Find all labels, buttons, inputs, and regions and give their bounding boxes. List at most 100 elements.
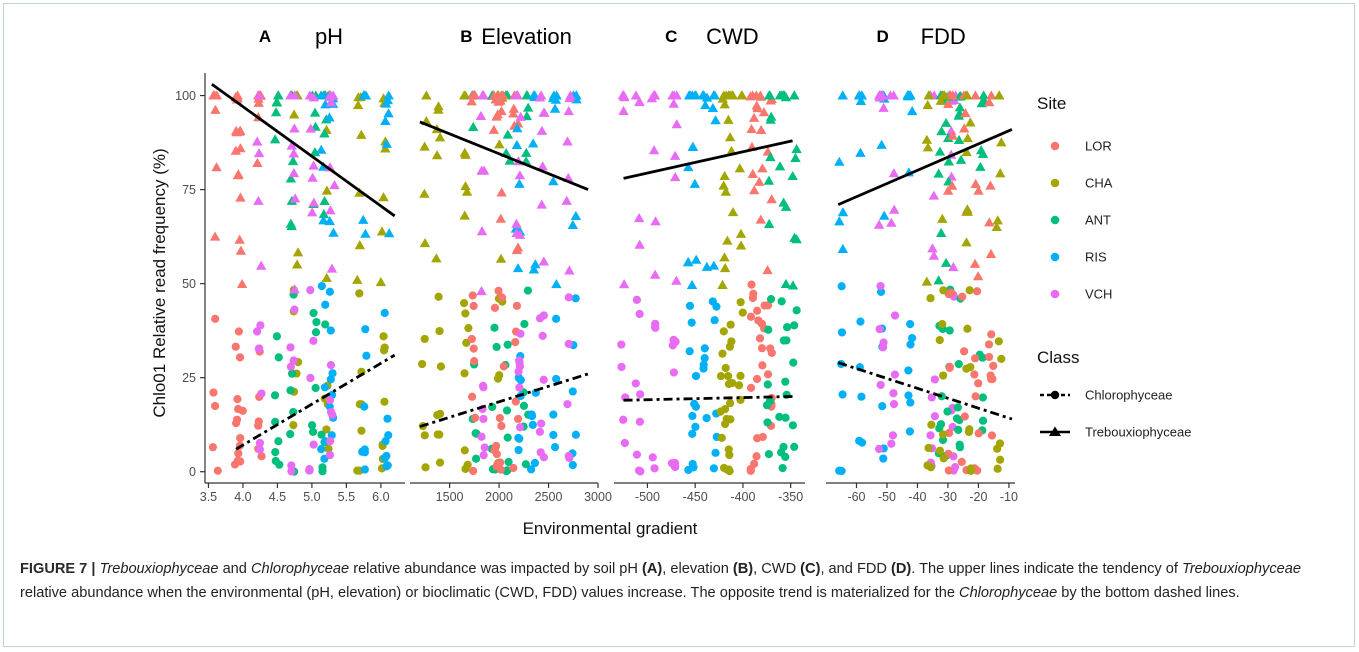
chloro-point <box>688 411 697 421</box>
chloro-point <box>617 362 626 372</box>
treb-point <box>495 90 507 100</box>
chloro-point <box>383 414 392 423</box>
caption-treb-2: Trebouxiophyceae <box>1181 561 1301 577</box>
treb-point <box>873 219 885 229</box>
treb-point <box>496 187 507 197</box>
chloro-point <box>648 453 657 462</box>
treb-point <box>352 274 363 284</box>
chloro-point <box>926 294 935 303</box>
chloro-point <box>700 344 709 353</box>
treb-point <box>921 134 933 144</box>
panel-title: CWD <box>706 24 759 49</box>
treb-point <box>459 210 470 220</box>
treb-point <box>508 103 520 113</box>
chloro-point <box>238 406 247 415</box>
treb-point <box>494 139 505 149</box>
treb-point <box>356 129 367 139</box>
treb-point <box>273 90 284 100</box>
chloro-point <box>939 371 948 380</box>
chloro-point <box>382 462 391 471</box>
chloro-point <box>688 459 697 469</box>
chloro-point <box>766 295 776 304</box>
chloro-point <box>986 371 995 380</box>
treb-point <box>380 115 391 126</box>
chloro-point <box>509 463 518 473</box>
chloro-point <box>571 294 580 303</box>
chloro-point <box>271 447 280 457</box>
treb-point <box>962 90 973 100</box>
chloro-point <box>725 450 734 460</box>
chloro-point <box>530 458 540 468</box>
treb-trend-line <box>837 128 1013 206</box>
chloro-point <box>318 467 327 476</box>
chloro-point <box>479 383 488 392</box>
treb-point <box>751 100 762 110</box>
treb-point <box>774 161 786 171</box>
chloro-point <box>286 362 295 371</box>
chloro-point <box>274 353 283 362</box>
chloro-point <box>888 431 898 440</box>
x-tick-label: -350 <box>778 490 803 504</box>
treb-point <box>765 114 776 124</box>
chloro-point <box>321 300 330 309</box>
treb-point <box>700 99 711 110</box>
chloro-point <box>718 349 727 358</box>
chloro-point <box>434 292 443 301</box>
treb-point <box>538 256 550 266</box>
chloro-point <box>312 317 321 327</box>
chloro-point <box>837 282 846 291</box>
treb-point <box>630 90 642 100</box>
treb-point <box>419 238 431 248</box>
treb-point <box>382 95 394 105</box>
chloro-point <box>495 413 504 423</box>
treb-point <box>537 161 548 171</box>
legend-class-entries: Chlorophyceae Trebouxiophyceae <box>1040 388 1191 440</box>
x-tick-label: -30 <box>939 490 957 504</box>
chloro-point <box>511 337 520 347</box>
chloro-point <box>490 303 500 313</box>
x-tick-label: 3000 <box>584 490 612 504</box>
chloro-point <box>978 416 988 425</box>
chloro-point <box>234 449 243 458</box>
chloro-point <box>552 314 561 323</box>
chloro-point <box>326 375 335 384</box>
treb-point <box>889 204 900 214</box>
chloro-point <box>435 326 444 336</box>
treb-point <box>318 215 329 225</box>
legend-label-ris: RIS <box>1085 250 1107 265</box>
chloro-point <box>970 370 979 379</box>
treb-point <box>305 123 316 133</box>
treb-point <box>383 108 394 118</box>
treb-point <box>319 128 330 138</box>
chloro-point <box>926 431 935 440</box>
caption-chloro-2: Chlorophyceae <box>959 585 1058 601</box>
treb-trend-line <box>623 139 793 180</box>
chloro-point <box>736 371 745 380</box>
chloro-point <box>270 391 280 400</box>
chloro-point <box>763 301 773 310</box>
chloro-point <box>970 354 980 363</box>
chloro-point <box>571 430 580 439</box>
chloro-point <box>728 378 737 388</box>
chloro-point <box>497 293 507 302</box>
chloro-point <box>286 430 295 439</box>
chloro-point <box>763 418 772 427</box>
x-tick-label: -400 <box>730 490 755 504</box>
chloro-point <box>234 327 243 336</box>
treb-point <box>735 240 747 250</box>
chloro-point <box>632 450 642 459</box>
treb-point <box>959 123 970 133</box>
chloro-point <box>469 466 478 476</box>
treb-point <box>514 229 526 239</box>
treb-point <box>984 97 995 107</box>
treb-point <box>329 180 340 190</box>
chloro-point <box>935 446 945 455</box>
chloro-point <box>421 463 430 472</box>
chloro-point <box>685 301 695 310</box>
chloro-point <box>528 420 537 430</box>
treb-point <box>921 276 933 286</box>
chloro-point <box>379 332 388 341</box>
treb-point <box>995 168 1006 178</box>
treb-point <box>686 279 698 289</box>
